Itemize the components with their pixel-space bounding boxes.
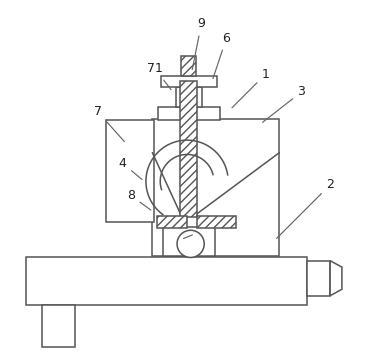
Text: 8: 8 <box>127 189 151 210</box>
Bar <box>180 81 198 217</box>
Bar <box>163 227 215 256</box>
Text: 4: 4 <box>119 157 142 180</box>
Bar <box>106 121 154 223</box>
Circle shape <box>177 230 204 257</box>
Bar <box>161 76 216 87</box>
Text: 9: 9 <box>192 18 205 70</box>
Text: 1: 1 <box>232 67 270 108</box>
Bar <box>157 216 187 228</box>
Bar <box>152 119 279 256</box>
Text: 71: 71 <box>147 62 171 90</box>
Text: 3: 3 <box>263 85 305 122</box>
Bar <box>158 107 220 121</box>
Polygon shape <box>330 261 342 296</box>
Bar <box>176 87 202 107</box>
Text: 2: 2 <box>277 178 334 238</box>
Bar <box>307 261 330 296</box>
Bar <box>198 216 236 228</box>
Text: 7: 7 <box>94 105 124 142</box>
Bar <box>181 56 196 76</box>
Bar <box>42 305 76 346</box>
Bar <box>26 257 307 306</box>
Text: 6: 6 <box>213 32 230 79</box>
